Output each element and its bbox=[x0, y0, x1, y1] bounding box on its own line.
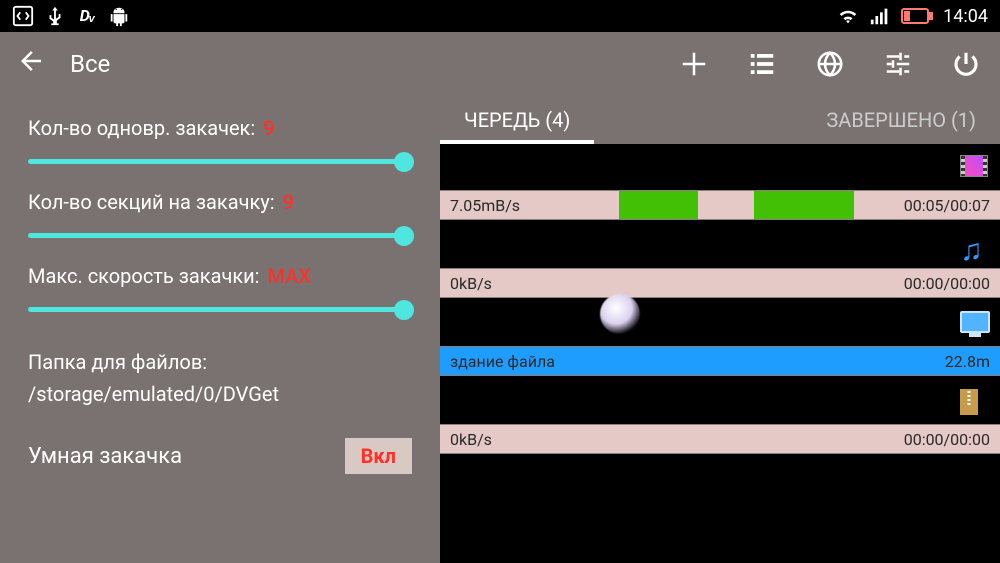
download-item[interactable]: здание файла 22.8m bbox=[440, 300, 1000, 376]
wifi-icon bbox=[837, 5, 859, 27]
settings-panel: Кол-во одновр. закачек: 9 Кол-во секций … bbox=[0, 96, 440, 563]
download-list: 7.05mB/s 00:05/00:07 ♫ 0kB/s 00:00/00:00 bbox=[440, 144, 1000, 563]
setting-label: Макс. скорость закачки: bbox=[28, 264, 260, 288]
tune-button[interactable] bbox=[880, 46, 916, 82]
power-button[interactable] bbox=[948, 46, 984, 82]
smart-toggle[interactable]: Вкл bbox=[345, 438, 412, 474]
back-button[interactable] bbox=[16, 46, 46, 83]
setting-maxspeed: Макс. скорость закачки: MAX bbox=[28, 264, 412, 324]
download-time: 00:05/00:07 bbox=[904, 196, 990, 215]
setting-smart: Умная закачка Вкл bbox=[28, 438, 412, 474]
setting-folder[interactable]: Папка для файлов: /storage/emulated/0/DV… bbox=[28, 346, 412, 410]
android-icon bbox=[108, 5, 130, 27]
devtools-icon bbox=[12, 5, 34, 27]
download-time: 00:00/00:00 bbox=[904, 274, 990, 293]
tab-queue[interactable]: ЧЕРЕДЬ (4) bbox=[440, 96, 594, 144]
download-status: здание файла bbox=[450, 352, 555, 371]
monitor-icon bbox=[960, 311, 984, 335]
music-icon: ♫ bbox=[960, 233, 984, 257]
progress-bar: здание файла 22.8m bbox=[440, 346, 1000, 376]
download-speed: 0kB/s bbox=[450, 274, 492, 293]
setting-value: MAX bbox=[268, 264, 312, 288]
slider-maxspeed[interactable] bbox=[28, 296, 412, 324]
download-time: 00:00/00:00 bbox=[904, 430, 990, 449]
video-icon bbox=[960, 155, 984, 179]
signal-icon bbox=[869, 5, 891, 27]
download-speed: 7.05mB/s bbox=[450, 196, 520, 215]
usb-icon bbox=[44, 5, 66, 27]
dv-icon: Dᵥ bbox=[76, 5, 98, 27]
tab-done[interactable]: ЗАВЕРШЕНО (1) bbox=[802, 96, 1000, 144]
list-button[interactable] bbox=[744, 46, 780, 82]
download-size: 22.8m bbox=[945, 352, 990, 371]
setting-label: Кол-во одновр. закачек: bbox=[28, 116, 255, 140]
folder-path: /storage/emulated/0/DVGet bbox=[28, 378, 412, 410]
download-item[interactable]: 7.05mB/s 00:05/00:07 bbox=[440, 144, 1000, 220]
slider-sections[interactable] bbox=[28, 222, 412, 250]
setting-value: 9 bbox=[283, 190, 294, 214]
tab-bar: ЧЕРЕДЬ (4) ЗАВЕРШЕНО (1) bbox=[440, 96, 1000, 144]
app-bar: Все bbox=[0, 32, 1000, 96]
globe-button[interactable] bbox=[812, 46, 848, 82]
progress-bar: 0kB/s 00:00/00:00 bbox=[440, 424, 1000, 454]
setting-value: 9 bbox=[263, 116, 274, 140]
page-title: Все bbox=[70, 50, 110, 78]
folder-label: Папка для файлов: bbox=[28, 346, 412, 378]
setting-label: Кол-во секций на закачку: bbox=[28, 190, 275, 214]
slider-concurrent[interactable] bbox=[28, 148, 412, 176]
battery-icon bbox=[901, 5, 933, 27]
setting-concurrent: Кол-во одновр. закачек: 9 bbox=[28, 116, 412, 176]
clock: 14:04 bbox=[943, 6, 988, 27]
smart-label: Умная закачка bbox=[28, 444, 182, 469]
progress-bar: 7.05mB/s 00:05/00:07 bbox=[440, 190, 1000, 220]
queue-area: ЧЕРЕДЬ (4) ЗАВЕРШЕНО (1) 7.05mB/s 00:05/… bbox=[440, 96, 1000, 563]
setting-sections: Кол-во секций на закачку: 9 bbox=[28, 190, 412, 250]
download-item[interactable]: ♫ 0kB/s 00:00/00:00 bbox=[440, 222, 1000, 298]
progress-bar: 0kB/s 00:00/00:00 bbox=[440, 268, 1000, 298]
loading-orb bbox=[600, 294, 640, 334]
download-item[interactable]: 0kB/s 00:00/00:00 bbox=[440, 378, 1000, 454]
add-button[interactable] bbox=[676, 46, 712, 82]
download-speed: 0kB/s bbox=[450, 430, 492, 449]
status-bar: Dᵥ 14:04 bbox=[0, 0, 1000, 32]
archive-icon bbox=[960, 389, 984, 413]
